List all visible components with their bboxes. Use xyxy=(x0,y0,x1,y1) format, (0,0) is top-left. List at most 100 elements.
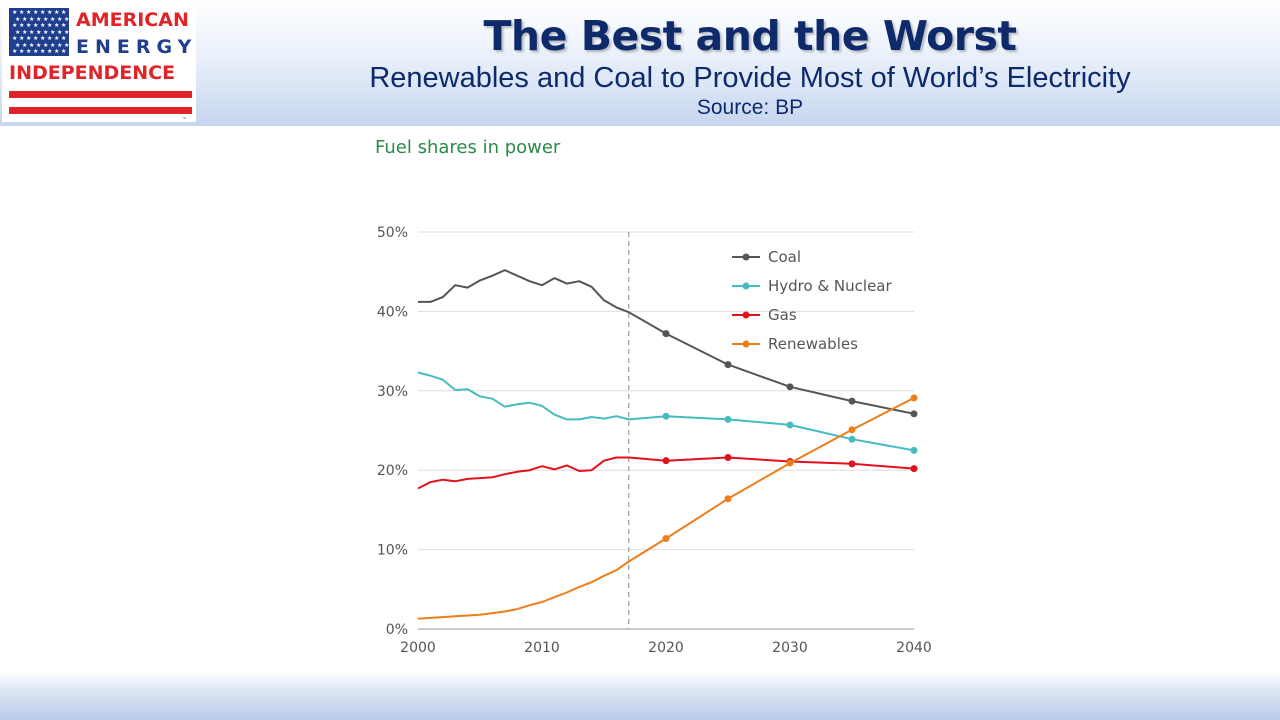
y-tick-label: 10% xyxy=(377,543,408,559)
flag-star-icon: ★ xyxy=(57,29,63,36)
flag-star-icon: ★ xyxy=(26,49,32,55)
flag-star-icon: ★ xyxy=(47,36,53,42)
data-point xyxy=(910,394,918,402)
data-point xyxy=(786,421,794,429)
flag-star-icon: ★ xyxy=(64,29,70,36)
flag-star-icon: ★ xyxy=(47,10,53,16)
flag-star-icon: ★ xyxy=(29,29,35,36)
flag-star-icon: ★ xyxy=(54,49,60,55)
flag-star-icon: ★ xyxy=(12,36,18,42)
data-point xyxy=(724,495,732,503)
series-line-hydro-nuclear xyxy=(417,371,915,452)
logo-line-independence: INDEPENDENCE xyxy=(9,62,176,84)
data-point xyxy=(848,397,856,405)
flag-star-icon: ★ xyxy=(33,23,39,29)
y-tick-label: 0% xyxy=(386,622,408,638)
flag-star-icon: ★ xyxy=(26,10,32,16)
source-note: Source: BP xyxy=(696,96,804,119)
flag-star-icon: ★ xyxy=(50,42,56,49)
data-point xyxy=(662,457,670,465)
data-point xyxy=(662,330,670,338)
legend-label: Gas xyxy=(768,306,797,324)
data-point xyxy=(848,435,856,443)
flag-star-icon: ★ xyxy=(57,42,63,49)
flag-star-icon: ★ xyxy=(36,16,42,23)
y-tick-label: 30% xyxy=(377,384,408,400)
logo-line-american: AMERICAN xyxy=(76,9,189,31)
flag-star-icon: ★ xyxy=(12,23,18,29)
flag-star-icon: ★ xyxy=(61,10,67,16)
legend-swatch-marker xyxy=(742,282,750,290)
flag-star-icon: ★ xyxy=(12,10,18,16)
slide-title: The Best and the Worst xyxy=(483,12,1017,60)
data-point xyxy=(786,459,794,467)
flag-star-icon: ★ xyxy=(36,29,42,36)
flag-star-icon: ★ xyxy=(61,36,67,42)
flag-star-icon: ★ xyxy=(40,10,46,16)
chart-heading: Fuel shares in power xyxy=(375,137,561,158)
data-point xyxy=(848,460,856,468)
series-line-gas xyxy=(417,456,915,490)
flag-star-icon: ★ xyxy=(47,49,53,55)
flag-star-icon: ★ xyxy=(22,16,28,23)
flag-star-icon: ★ xyxy=(15,29,21,36)
flag-star-icon: ★ xyxy=(54,36,60,42)
flag-star-icon: ★ xyxy=(19,10,25,16)
data-point xyxy=(724,453,732,461)
legend-label: Renewables xyxy=(768,335,858,353)
y-tick-label: 50% xyxy=(377,225,408,241)
flag-star-icon: ★ xyxy=(33,10,39,16)
x-tick-label: 2040 xyxy=(896,640,932,656)
flag-star-icon: ★ xyxy=(50,16,56,23)
flag-star-icon: ★ xyxy=(22,42,28,49)
y-tick-label: 20% xyxy=(377,463,408,479)
trademark-mark: ™ xyxy=(182,116,186,121)
flag-star-icon: ★ xyxy=(57,16,63,23)
flag-star-icon: ★ xyxy=(64,42,70,49)
data-point xyxy=(910,465,918,473)
flag-star-icon: ★ xyxy=(12,49,18,55)
flag-star-icon: ★ xyxy=(36,42,42,49)
logo-line-energy: ENERGY xyxy=(76,36,198,58)
data-point xyxy=(786,383,794,391)
flag-star-icon: ★ xyxy=(22,29,28,36)
data-point xyxy=(724,415,732,423)
legend-swatch-marker xyxy=(742,311,750,319)
x-tick-label: 2000 xyxy=(400,640,436,656)
flag-star-icon: ★ xyxy=(19,23,25,29)
logo-stripe-top xyxy=(9,91,192,98)
data-point xyxy=(910,410,918,418)
flag-star-icon: ★ xyxy=(61,49,67,55)
data-point xyxy=(662,412,670,420)
legend-swatch-marker xyxy=(742,253,750,261)
flag-star-icon: ★ xyxy=(43,42,49,49)
flag-star-icon: ★ xyxy=(54,10,60,16)
flag-star-icon: ★ xyxy=(19,36,25,42)
x-tick-label: 2030 xyxy=(772,640,808,656)
flag-star-icon: ★ xyxy=(64,16,70,23)
data-point xyxy=(910,446,918,454)
flag-star-icon: ★ xyxy=(33,49,39,55)
flag-star-icon: ★ xyxy=(54,23,60,29)
flag-star-icon: ★ xyxy=(40,23,46,29)
flag-star-icon: ★ xyxy=(61,23,67,29)
data-point xyxy=(848,426,856,434)
flag-star-icon: ★ xyxy=(43,16,49,23)
footer-band xyxy=(0,672,1280,720)
american-energy-independence-logo: ★ ★ ★ ★ ★ ★ ★ ★ ★ ★ ★ ★ ★ ★ ★ ★ ★ ★ ★ ★ ★ ★ ★ ★ ★ ★ ★ ★ ★ ★ ★ ★ ★ ★ ★ ★ ★ ★ ★ ★… xyxy=(2,2,196,122)
data-point xyxy=(662,534,670,542)
legend-label: Coal xyxy=(768,248,801,266)
series-line-coal xyxy=(418,269,915,415)
flag-star-icon: ★ xyxy=(29,42,35,49)
slide-subtitle: Renewables and Coal to Provide Most of W… xyxy=(369,62,1131,94)
legend-swatch-marker xyxy=(742,340,750,348)
flag-star-icon: ★ xyxy=(26,36,32,42)
flag-star-icon: ★ xyxy=(40,36,46,42)
data-point xyxy=(724,361,732,369)
header-band xyxy=(0,0,1280,126)
logo-stripe-bottom xyxy=(9,107,192,114)
series-line-renewables xyxy=(417,397,915,620)
y-tick-label: 40% xyxy=(377,304,408,320)
flag-star-icon: ★ xyxy=(29,16,35,23)
